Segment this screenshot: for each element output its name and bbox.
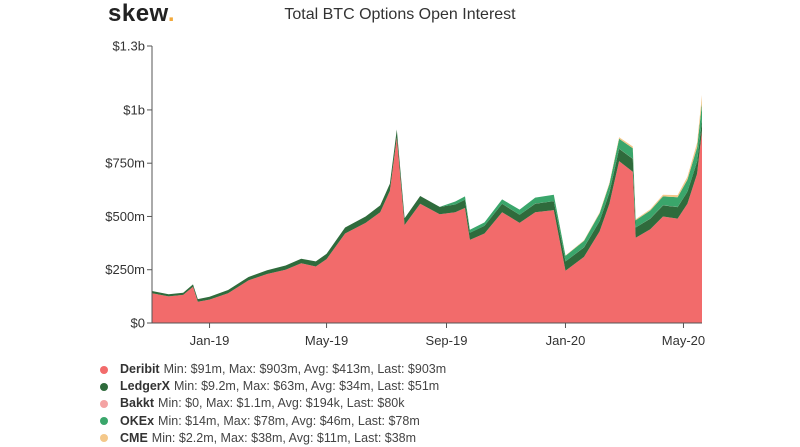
y-tick-label: $1b <box>123 102 145 117</box>
legend-series-name: Deribit <box>120 362 160 376</box>
legend-series-stats: Min: $9.2m, Max: $63m, Avg: $34m, Last: … <box>174 379 440 394</box>
legend-series-name: OKEx <box>120 413 155 428</box>
legend-item-bakkt[interactable]: Bakkt Min: $0, Max: $1.1m, Avg: $194k, La… <box>100 395 446 412</box>
legend-item-okex[interactable]: OKEx Min: $14m, Max: $78m, Avg: $46m, Las… <box>100 413 446 430</box>
legend-series-stats: Min: $0, Max: $1.1m, Avg: $194k, Last: $… <box>158 396 405 411</box>
chart-title: Total BTC Options Open Interest <box>284 6 516 23</box>
axes-group: $0 $250m $500m $750m $1b $1.3b Jan-19 May-19 Sep… <box>105 39 705 349</box>
legend-item-deribit[interactable]: Deribit Min: $91m, Max: $903m, Avg: $413m… <box>100 361 446 378</box>
legend-dot-icon <box>100 382 108 391</box>
legend-series-name: Bakkt <box>120 396 155 411</box>
x-tick-label: May-19 <box>305 333 348 348</box>
legend-series-name: CME <box>120 430 148 445</box>
legend-series-stats: Min: $14m, Max: $78m, Avg: $46m, Last: $… <box>158 413 420 428</box>
x-tick-label: Jan-20 <box>546 333 586 348</box>
legend-dot-icon <box>100 417 108 426</box>
legend-series-name: LedgerX <box>120 379 171 394</box>
skew-logo: skew. <box>108 0 175 28</box>
legend-dot-icon <box>100 434 108 443</box>
legend-dot-icon <box>100 365 108 374</box>
x-tick-label: May-20 <box>662 333 705 348</box>
chart-legend: Deribit Min: $91m, Max: $903m, Avg: $413m… <box>100 361 446 447</box>
legend-series-stats: Min: $91m, Max: $903m, Avg: $413m, Last:… <box>163 362 447 376</box>
logo-text: skew <box>108 0 168 27</box>
legend-item-cme[interactable]: CME Min: $2.2m, Max: $38m, Avg: $11m, Las… <box>100 430 446 447</box>
logo-dot: . <box>167 0 175 27</box>
area-deribit <box>152 130 702 323</box>
y-tick-label: $250m <box>105 262 145 277</box>
area-series-group <box>152 95 702 323</box>
y-tick-label: $750m <box>105 156 145 171</box>
legend-dot-icon <box>100 400 108 408</box>
y-tick-label: $500m <box>105 209 145 224</box>
x-tick-label: Sep-19 <box>426 333 468 348</box>
legend-series-stats: Min: $2.2m, Max: $38m, Avg: $11m, Last: … <box>151 430 417 445</box>
y-tick-label: $0 <box>131 316 145 331</box>
legend-item-ledgerx[interactable]: LedgerX Min: $9.2m, Max: $63m, Avg: $34m,… <box>100 378 446 395</box>
x-tick-label: Jan-19 <box>190 333 230 348</box>
y-tick-label: $1.3b <box>112 39 145 54</box>
